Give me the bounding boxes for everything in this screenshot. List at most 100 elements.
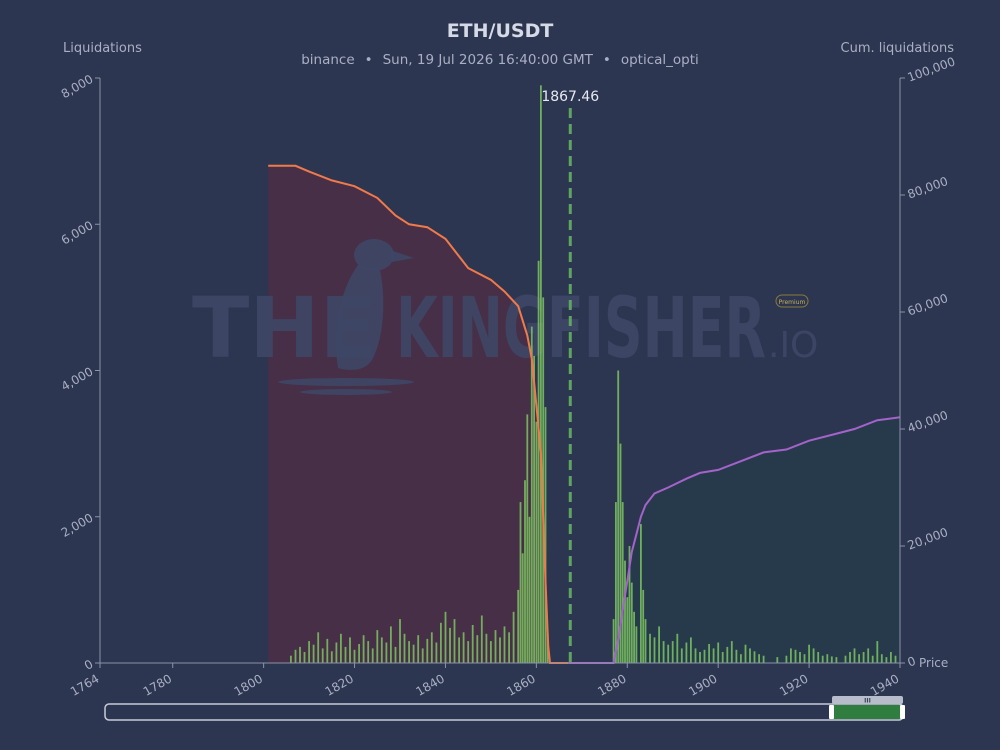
range-navigator[interactable]	[104, 703, 904, 721]
liquidation-bars	[290, 85, 897, 664]
x-tick-label: 1920	[777, 671, 810, 698]
left-y-tick-label: 8,000	[59, 72, 96, 101]
long-liquidation-bar	[726, 646, 729, 663]
long-liquidation-bar	[667, 644, 670, 663]
short-liquidation-bar	[533, 355, 535, 663]
watermark: THE KINGFISHER .IO Premium	[192, 239, 818, 395]
x-tick-label: 1764	[68, 671, 101, 698]
short-liquidation-bar	[521, 553, 524, 663]
cumulative-lines	[268, 164, 901, 664]
long-liquidation-bar	[853, 648, 856, 663]
short-liquidation-bar	[371, 648, 374, 663]
long-liquidation-bar	[826, 654, 829, 663]
short-liquidation-bar	[542, 297, 545, 663]
range-right-handle[interactable]	[900, 705, 905, 719]
long-liquidation-bar	[867, 648, 870, 663]
short-liquidation-bar	[471, 625, 474, 663]
short-cumulative-line	[268, 164, 569, 664]
long-liquidation-bar	[633, 611, 635, 663]
short-liquidation-bar	[403, 633, 406, 664]
short-liquidation-bar	[394, 646, 397, 663]
left-y-tick-label: 6,000	[59, 218, 96, 247]
short-liquidation-bar	[367, 641, 370, 663]
x-tick-label: 1780	[141, 671, 174, 698]
long-liquidation-bar	[708, 644, 710, 663]
short-liquidation-bar	[308, 641, 310, 663]
long-liquidation-bar	[626, 597, 629, 663]
long-liquidation-bar	[835, 657, 838, 663]
long-liquidation-bar	[617, 370, 620, 663]
chart-title: ETH/USDT	[446, 20, 554, 42]
short-liquidation-bar	[412, 644, 415, 663]
short-liquidation-bar	[462, 632, 465, 663]
short-liquidation-bar	[526, 414, 529, 663]
short-liquidation-bar	[535, 421, 538, 663]
short-liquidation-bar	[330, 651, 333, 663]
separator-dot: •	[364, 52, 373, 68]
short-liquidation-bar	[317, 632, 320, 663]
long-liquidation-bar	[699, 652, 701, 663]
short-cumulative-area	[268, 165, 569, 664]
short-liquidation-bar	[340, 633, 342, 664]
long-liquidation-bar	[680, 648, 683, 663]
short-liquidation-bar	[353, 649, 356, 663]
separator-dot: •	[602, 52, 611, 68]
long-liquidation-bar	[619, 443, 622, 663]
long-liquidation-bar	[703, 649, 706, 663]
short-liquidation-bar	[390, 626, 392, 663]
short-liquidation-bar	[449, 627, 451, 663]
x-tick-label: 1900	[686, 671, 719, 698]
long-liquidation-bar	[880, 654, 883, 663]
right-y-tick-label: 0	[906, 654, 918, 670]
long-liquidation-bar	[890, 652, 892, 663]
long-liquidation-bar	[790, 648, 792, 663]
long-liquidation-bar	[635, 626, 638, 663]
short-liquidation-bar	[312, 644, 315, 663]
long-liquidation-bar	[817, 652, 820, 663]
short-liquidation-bar	[294, 649, 297, 663]
range-left-handle[interactable]	[829, 705, 834, 719]
current-price-marker: 1867.46	[541, 89, 599, 663]
left-y-tick-label: 0	[82, 657, 96, 673]
short-liquidation-bar	[417, 635, 420, 663]
long-liquidation-bar	[640, 524, 642, 663]
x-tick-label: 1840	[414, 671, 447, 698]
short-liquidation-bar	[421, 648, 424, 663]
x-tick-label: 1860	[504, 671, 537, 698]
long-liquidation-bar	[799, 652, 801, 663]
short-liquidation-bar	[480, 615, 483, 663]
left-axis-title: Liquidations	[63, 41, 142, 56]
right-y-tick-label: 100,000	[906, 54, 957, 84]
long-liquidation-bar	[744, 644, 747, 663]
short-liquidation-bar	[385, 642, 388, 663]
long-liquidation-bar	[803, 654, 806, 663]
short-liquidation-bar	[335, 642, 338, 663]
short-liquidation-bar	[453, 619, 456, 663]
short-liquidation-bar	[512, 611, 515, 663]
long-cumulative-area	[568, 417, 900, 663]
long-liquidation-bar	[762, 655, 765, 663]
short-liquidation-bar	[537, 260, 540, 663]
long-liquidation-bar	[676, 633, 679, 664]
right-y-tick-label: 80,000	[906, 174, 950, 202]
watermark-text-right: KINGFISHER	[396, 279, 766, 377]
short-liquidation-bar	[444, 611, 447, 663]
long-liquidation-bar	[644, 619, 647, 663]
cumulative-fills	[268, 165, 900, 664]
datetime-label: Sun, 19 Jul 2026 16:40:00 GMT	[382, 52, 593, 68]
user-label: optical_opti	[620, 52, 699, 68]
short-liquidation-bar	[524, 480, 526, 663]
long-liquidation-bar	[740, 654, 742, 663]
short-liquidation-bar	[458, 637, 460, 663]
right-axis-title: Cum. liquidations	[840, 41, 954, 56]
long-liquidation-bar	[712, 648, 715, 663]
right-y-tick-label: 60,000	[906, 291, 950, 319]
range-scroll-handle[interactable]	[832, 696, 903, 704]
short-liquidation-bar	[326, 638, 329, 663]
long-liquidation-bar	[871, 655, 874, 663]
range-selection[interactable]	[833, 705, 903, 719]
long-liquidation-bar	[812, 648, 815, 663]
short-liquidation-bar	[544, 407, 547, 663]
long-liquidation-bar	[630, 582, 633, 663]
